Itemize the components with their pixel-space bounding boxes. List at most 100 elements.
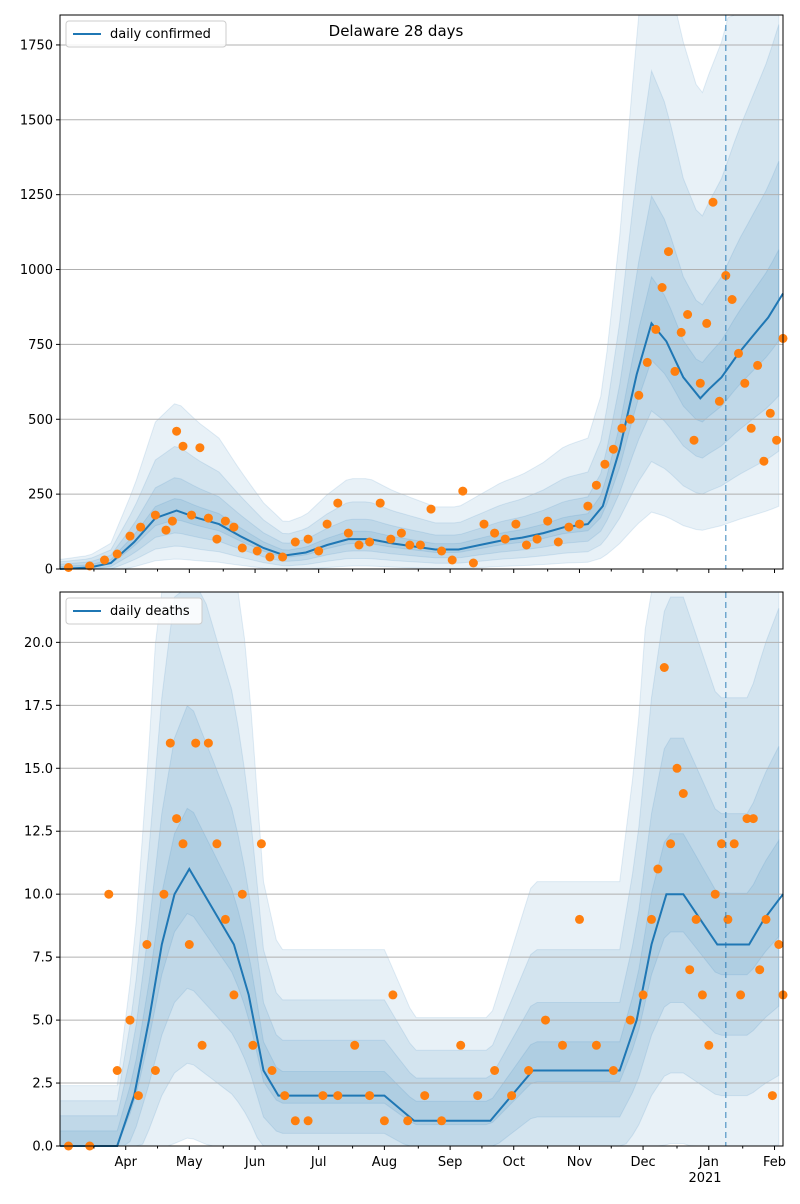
data-point [165, 738, 175, 748]
data-point [685, 965, 695, 975]
data-point [689, 435, 699, 445]
points-confirmed-group [64, 197, 788, 572]
data-point [708, 197, 718, 207]
data-point [350, 1040, 360, 1050]
data-point [437, 546, 447, 556]
y-tick-label: 5.0 [32, 1014, 53, 1029]
data-point [104, 889, 114, 899]
y-tick-label: 10.0 [24, 888, 53, 903]
data-point [237, 889, 247, 899]
y-tick-label: 20.0 [24, 636, 53, 651]
data-point [167, 516, 177, 526]
points-deaths-group [64, 663, 788, 1151]
data-point [322, 519, 332, 529]
data-point [64, 563, 73, 572]
y-tick-label: 250 [28, 488, 53, 503]
line-confirmed-group [59, 292, 784, 570]
data-point [558, 1040, 567, 1050]
uncertainty-band [59, 704, 780, 1147]
data-point [375, 498, 385, 508]
legend-label: daily deaths [110, 604, 190, 619]
x-tick-label: May [176, 1155, 203, 1170]
xticks-deaths: Apr May Jun Jul Aug Sep Oct Nov Dec Jan Feb [93, 1146, 786, 1170]
data-point [458, 486, 468, 496]
data-point [767, 1091, 777, 1101]
data-point [608, 444, 618, 454]
data-point [647, 914, 656, 924]
data-point [125, 1015, 135, 1025]
data-point [388, 990, 398, 1000]
data-point [625, 414, 635, 424]
data-point [702, 318, 712, 328]
data-point [651, 324, 661, 334]
data-point [522, 540, 531, 550]
data-point [490, 1066, 500, 1075]
data-point [178, 441, 188, 451]
x-tick-label: Dec [630, 1155, 655, 1170]
data-point [473, 1091, 483, 1101]
series-line [60, 867, 784, 1147]
x-tick-label: Oct [502, 1155, 524, 1170]
data-point [670, 366, 680, 376]
data-point [479, 519, 489, 529]
y-tick-label: 750 [28, 338, 53, 353]
data-point [468, 558, 478, 568]
data-point [85, 561, 95, 571]
data-point [727, 295, 737, 304]
data-point [405, 540, 415, 550]
data-point [252, 546, 262, 556]
data-point [220, 516, 230, 526]
data-point [220, 914, 230, 924]
data-point [653, 864, 663, 874]
data-point [625, 1015, 635, 1025]
data-point [256, 839, 266, 849]
data-point [659, 663, 669, 672]
data-point [187, 510, 196, 520]
data-point [575, 914, 584, 924]
data-point [197, 1040, 207, 1050]
data-point [280, 1091, 290, 1101]
data-point [600, 459, 610, 469]
data-point [642, 357, 652, 367]
data-point [723, 914, 733, 924]
data-point [765, 408, 775, 418]
data-point [278, 552, 288, 562]
xticks-confirmed [93, 569, 776, 573]
data-point [695, 378, 705, 388]
data-point [112, 549, 122, 559]
data-point [691, 914, 701, 924]
data-point [772, 435, 782, 445]
data-point [365, 537, 375, 547]
data-point [184, 940, 194, 949]
data-point [736, 990, 746, 1000]
x-tick-label: Sep [438, 1155, 463, 1170]
data-point [734, 348, 743, 358]
x-tick-label: Jul [310, 1155, 327, 1170]
data-point [229, 990, 239, 1000]
data-point [100, 555, 109, 565]
panel-confirmed: 0 250 500 750 1000 1250 1500 1750 Delaware 28 d… [20, 14, 788, 578]
legend-box [65, 20, 227, 48]
yticks-deaths: 0.0 2.5 5.0 7.5 10.0 12.5 15.0 17.5 20.0 [24, 636, 60, 1155]
data-point [748, 814, 758, 824]
x-tick-label: Aug [372, 1155, 397, 1170]
series-line [59, 292, 784, 570]
data-point [524, 1066, 534, 1075]
data-point [456, 1040, 466, 1050]
data-point [729, 839, 739, 849]
data-point [420, 1091, 430, 1101]
legend-confirmed: daily confirmed [65, 20, 227, 48]
x-tick-label: Nov [567, 1155, 593, 1170]
data-point [314, 546, 324, 556]
data-point [303, 1116, 313, 1126]
data-point [172, 814, 182, 824]
data-point [564, 522, 574, 532]
uncertainty-band [59, 249, 780, 570]
data-point [290, 1116, 300, 1126]
data-point [774, 940, 784, 949]
data-point [697, 990, 707, 1000]
y-tick-label: 7.5 [32, 951, 53, 966]
data-point [318, 1091, 328, 1101]
data-point [403, 1116, 413, 1126]
